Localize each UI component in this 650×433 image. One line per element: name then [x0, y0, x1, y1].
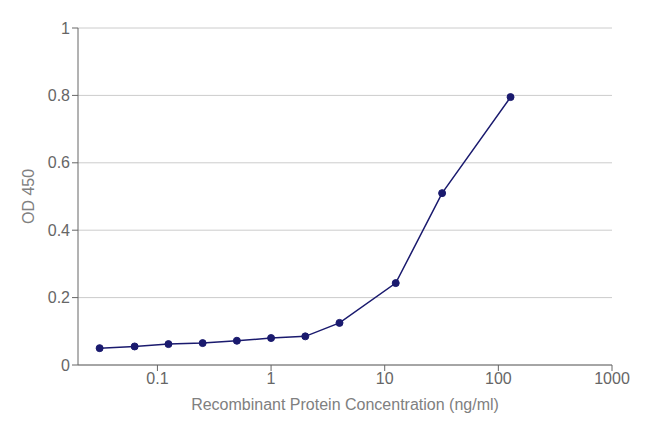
svg-text:1000: 1000 — [594, 370, 630, 387]
svg-text:1: 1 — [267, 370, 276, 387]
svg-text:1: 1 — [61, 20, 70, 37]
svg-text:Recombinant Protein Concentrat: Recombinant Protein Concentration (ng/ml… — [191, 396, 499, 413]
svg-text:0.4: 0.4 — [48, 222, 70, 239]
svg-text:0: 0 — [61, 357, 70, 374]
svg-text:0.6: 0.6 — [48, 154, 70, 171]
svg-text:0.2: 0.2 — [48, 289, 70, 306]
svg-text:OD 450: OD 450 — [20, 169, 37, 224]
svg-text:0.8: 0.8 — [48, 87, 70, 104]
svg-text:0.1: 0.1 — [146, 370, 168, 387]
svg-text:10: 10 — [376, 370, 394, 387]
svg-text:100: 100 — [485, 370, 512, 387]
